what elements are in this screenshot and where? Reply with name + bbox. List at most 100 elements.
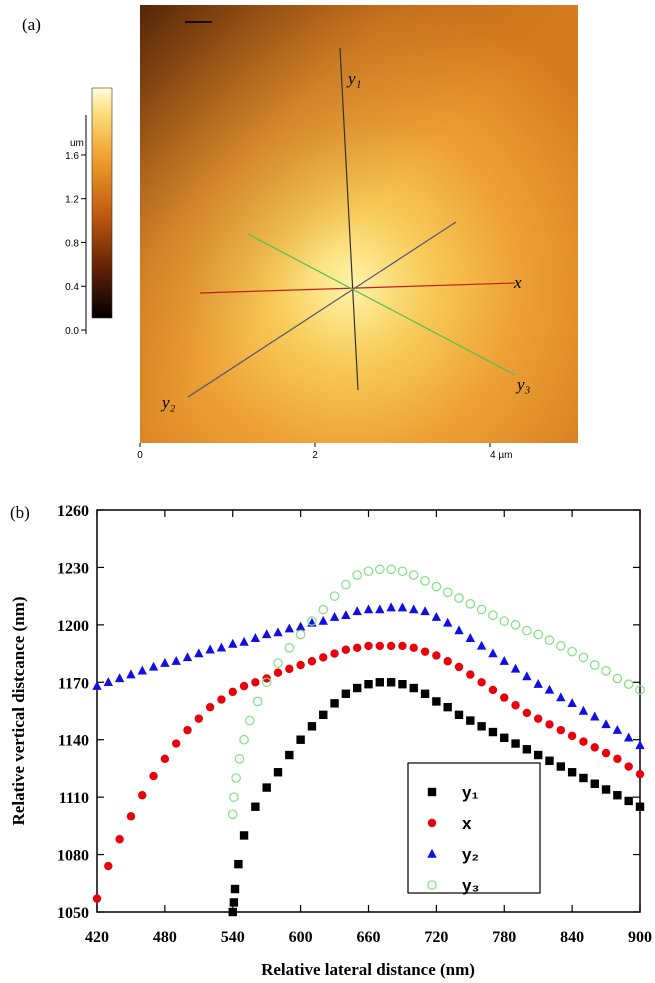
- point: [205, 644, 215, 654]
- point: [556, 725, 566, 735]
- legend-marker: [427, 880, 437, 890]
- point: [251, 678, 260, 687]
- point: [510, 620, 521, 630]
- point: [488, 610, 498, 621]
- point: [261, 677, 272, 688]
- point: [138, 791, 147, 800]
- point: [499, 656, 509, 665]
- point: [578, 652, 589, 663]
- profile-line: [187, 221, 457, 398]
- point: [601, 665, 611, 676]
- point: [250, 633, 261, 642]
- point: [567, 768, 577, 777]
- point: [216, 642, 227, 652]
- point: [522, 708, 532, 718]
- point: [432, 651, 441, 660]
- point: [307, 616, 317, 626]
- point: [635, 769, 645, 779]
- y-tick-label: 1050: [57, 905, 89, 922]
- legend-box: [407, 762, 541, 894]
- colorbar-tick-label: 0.4: [65, 282, 79, 293]
- x-axis-title: Relative lateral distance (nm): [261, 960, 475, 979]
- point: [601, 719, 611, 729]
- point: [352, 570, 362, 580]
- point: [386, 641, 396, 651]
- point: [476, 640, 487, 650]
- point: [319, 653, 328, 662]
- point: [556, 692, 566, 702]
- point: [386, 678, 396, 687]
- colorbar: [91, 87, 113, 319]
- point: [579, 737, 588, 746]
- point: [431, 581, 442, 592]
- series: [228, 678, 645, 917]
- point: [205, 702, 215, 712]
- point: [229, 792, 239, 802]
- point: [420, 689, 430, 698]
- x-tick-label: 0: [137, 450, 143, 461]
- point: [511, 701, 520, 710]
- point: [500, 693, 509, 702]
- point: [262, 783, 271, 792]
- point: [624, 762, 633, 771]
- x-tick-label: 4 µm: [490, 450, 512, 461]
- point: [567, 731, 577, 741]
- point: [533, 750, 543, 760]
- x-tick-label: 780: [492, 929, 516, 946]
- point: [329, 591, 340, 601]
- point: [375, 641, 385, 651]
- point: [567, 698, 577, 708]
- point: [295, 621, 306, 631]
- point: [330, 699, 339, 708]
- point: [329, 612, 340, 621]
- point: [567, 646, 577, 657]
- point: [443, 657, 452, 666]
- point: [273, 658, 283, 668]
- line-label: y₂: [160, 393, 176, 412]
- point: [465, 598, 476, 609]
- point: [375, 564, 385, 575]
- point: [296, 735, 305, 744]
- point: [296, 660, 305, 670]
- legend-marker: [427, 787, 437, 797]
- point: [148, 661, 159, 671]
- point: [330, 649, 339, 658]
- point: [488, 727, 498, 737]
- panel-label: (a): [22, 15, 41, 34]
- colorbar-tick-label: 1.6: [65, 151, 79, 162]
- colorbar-unit: um: [70, 138, 84, 149]
- point: [432, 697, 441, 706]
- point: [635, 802, 645, 811]
- point: [319, 710, 328, 720]
- point: [252, 696, 263, 707]
- point: [398, 641, 407, 651]
- point: [533, 714, 543, 723]
- point: [488, 648, 498, 658]
- point: [533, 679, 543, 688]
- point: [149, 771, 158, 781]
- point: [408, 570, 419, 580]
- point: [454, 625, 464, 635]
- y-axis-title: Relative vertical distcance (nm): [9, 597, 28, 826]
- x-tick-label: 600: [289, 929, 313, 946]
- point: [352, 606, 362, 616]
- legend-label: x: [462, 814, 472, 833]
- point: [500, 733, 509, 742]
- profile-line: [199, 282, 516, 294]
- point: [522, 745, 532, 754]
- point: [590, 743, 599, 752]
- point: [182, 652, 193, 662]
- point: [194, 648, 204, 658]
- x-tick-label: 720: [424, 929, 448, 946]
- series: [92, 641, 645, 903]
- point: [273, 668, 283, 677]
- point: [217, 695, 226, 704]
- point: [228, 638, 238, 648]
- point: [364, 641, 373, 651]
- point: [578, 705, 589, 715]
- line-label: x: [513, 273, 522, 292]
- point: [194, 714, 204, 723]
- profile-line: [247, 233, 516, 376]
- point: [386, 564, 396, 575]
